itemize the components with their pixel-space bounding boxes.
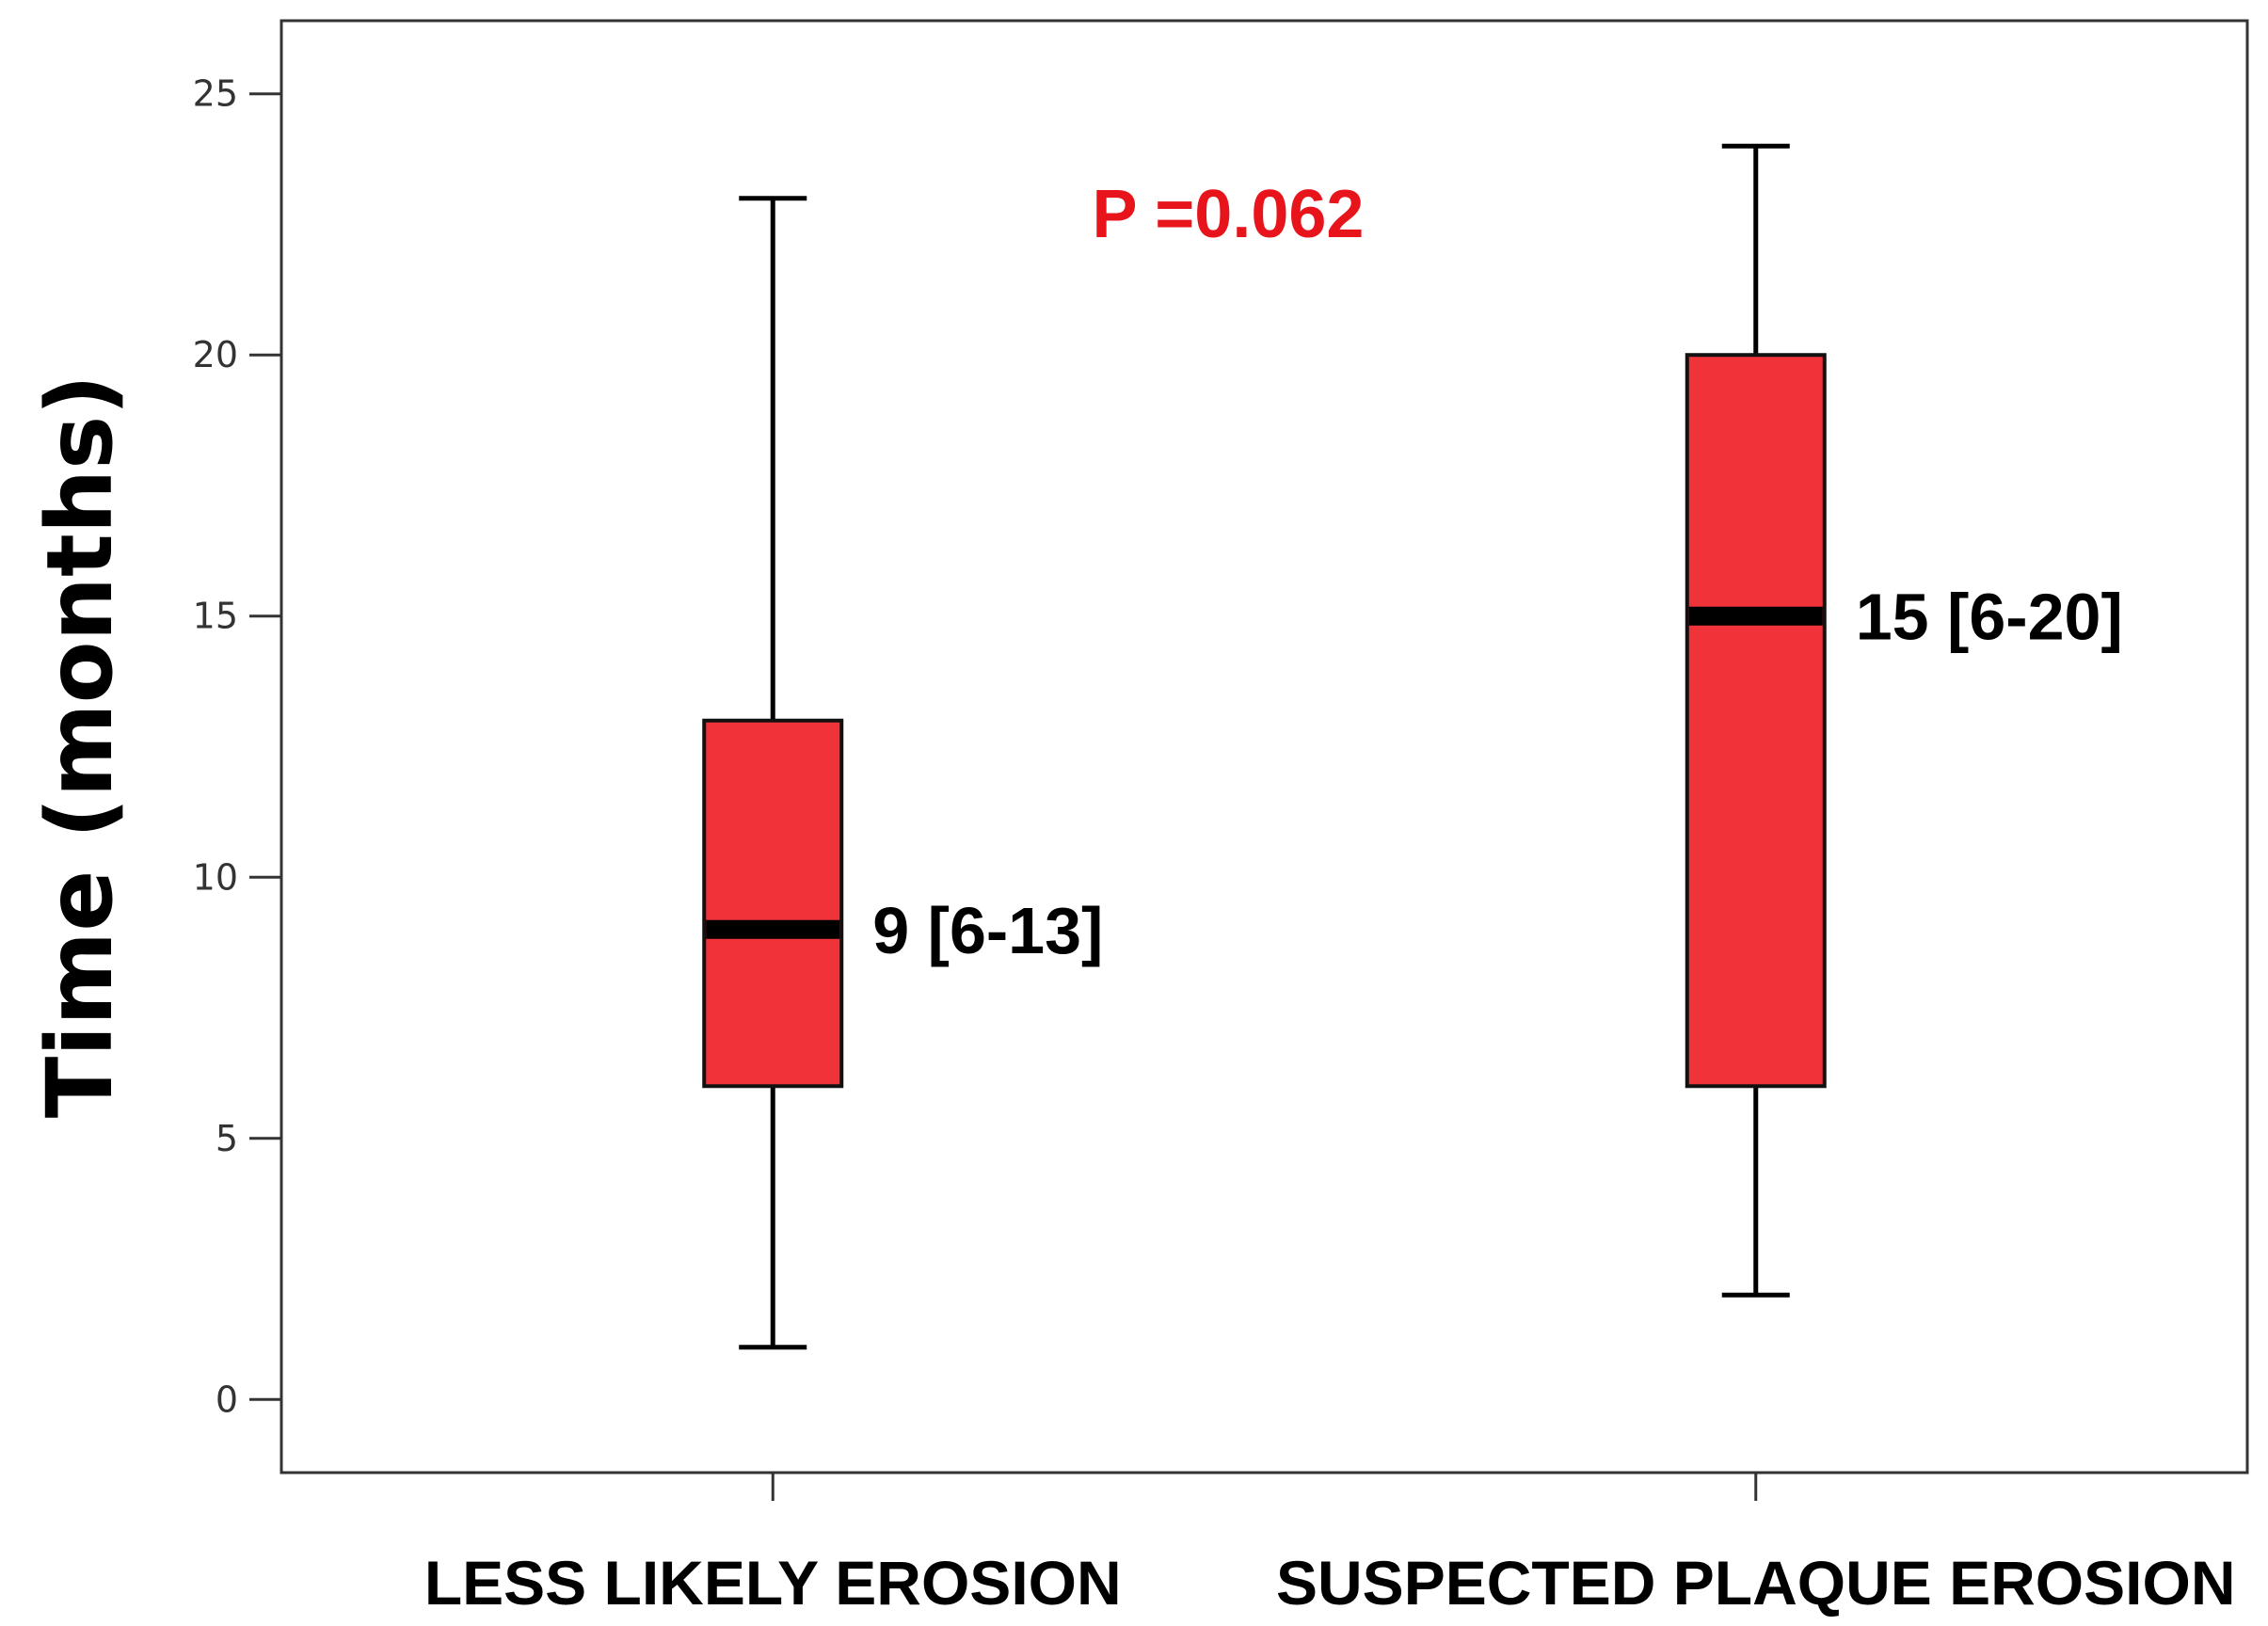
plot-frame <box>280 19 2249 1475</box>
x-category-label: LESS LIKELY EROSION <box>424 1548 1122 1618</box>
box-group: 15 [6-20] <box>1685 143 2123 1298</box>
box-group: 9 [6-13] <box>702 196 1103 1350</box>
iqr-box <box>1685 353 1827 1089</box>
y-axis-label: Time (months) <box>27 375 133 1118</box>
y-tick-label: 25 <box>193 73 238 115</box>
y-tick-label: 0 <box>216 1379 238 1420</box>
y-tick-label: 20 <box>193 334 238 375</box>
y-tick-label: 5 <box>216 1118 238 1159</box>
median-iqr-label: 15 [6-20] <box>1856 581 2123 654</box>
p-value-annotation: P =0.062 <box>1093 177 1365 252</box>
y-tick-label: 10 <box>193 856 238 898</box>
median-iqr-label: 9 [6-13] <box>872 894 1103 967</box>
boxes-layer: 9 [6-13] 15 [6-20] <box>702 143 2123 1350</box>
y-tick-label: 15 <box>193 596 238 637</box>
x-axis: LESS LIKELY EROSION SUSPECTED PLAQUE EROS… <box>424 1473 2236 1618</box>
y-axis: 0 5 10 15 20 25 <box>193 73 281 1420</box>
iqr-box <box>702 718 844 1089</box>
x-category-label: SUSPECTED PLAQUE EROSION <box>1276 1548 2236 1618</box>
